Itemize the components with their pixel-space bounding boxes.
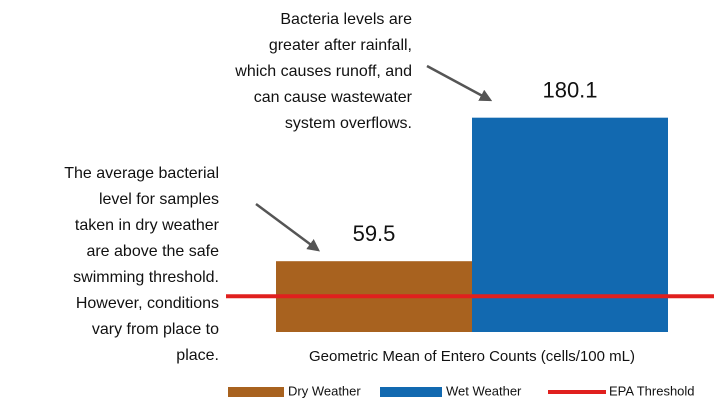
annotation-text: greater after rainfall, <box>269 37 412 54</box>
annotation-text: which causes runoff, and <box>234 63 412 80</box>
x-axis-label: Geometric Mean of Entero Counts (cells/1… <box>309 348 635 365</box>
annotation-arrow <box>426 64 493 102</box>
legend-swatch <box>228 387 284 397</box>
legend-label: Wet Weather <box>446 383 522 398</box>
bar <box>472 117 668 332</box>
annotation-arrow <box>255 202 321 252</box>
legend-swatch <box>380 387 442 397</box>
legend-label: EPA Threshold <box>609 383 695 398</box>
value-label: 59.5 <box>353 221 396 246</box>
annotation-text: Bacteria levels are <box>280 11 412 28</box>
annotation-text: are above the safe <box>86 243 219 260</box>
annotation-text: place. <box>176 347 219 364</box>
annotation-text: The average bacterial <box>64 165 219 182</box>
value-label: 180.1 <box>542 77 597 102</box>
legend-label: Dry Weather <box>288 383 361 398</box>
annotation-text: vary from place to <box>92 321 219 338</box>
annotation-text: system overflows. <box>285 115 412 132</box>
annotation-text: taken in dry weather <box>75 217 220 234</box>
annotation-text: swimming threshold. <box>73 269 219 286</box>
annotation-text: can cause wastewater <box>254 89 413 106</box>
annotation-text: level for samples <box>99 191 219 208</box>
annotation-text: However, conditions <box>76 295 219 312</box>
